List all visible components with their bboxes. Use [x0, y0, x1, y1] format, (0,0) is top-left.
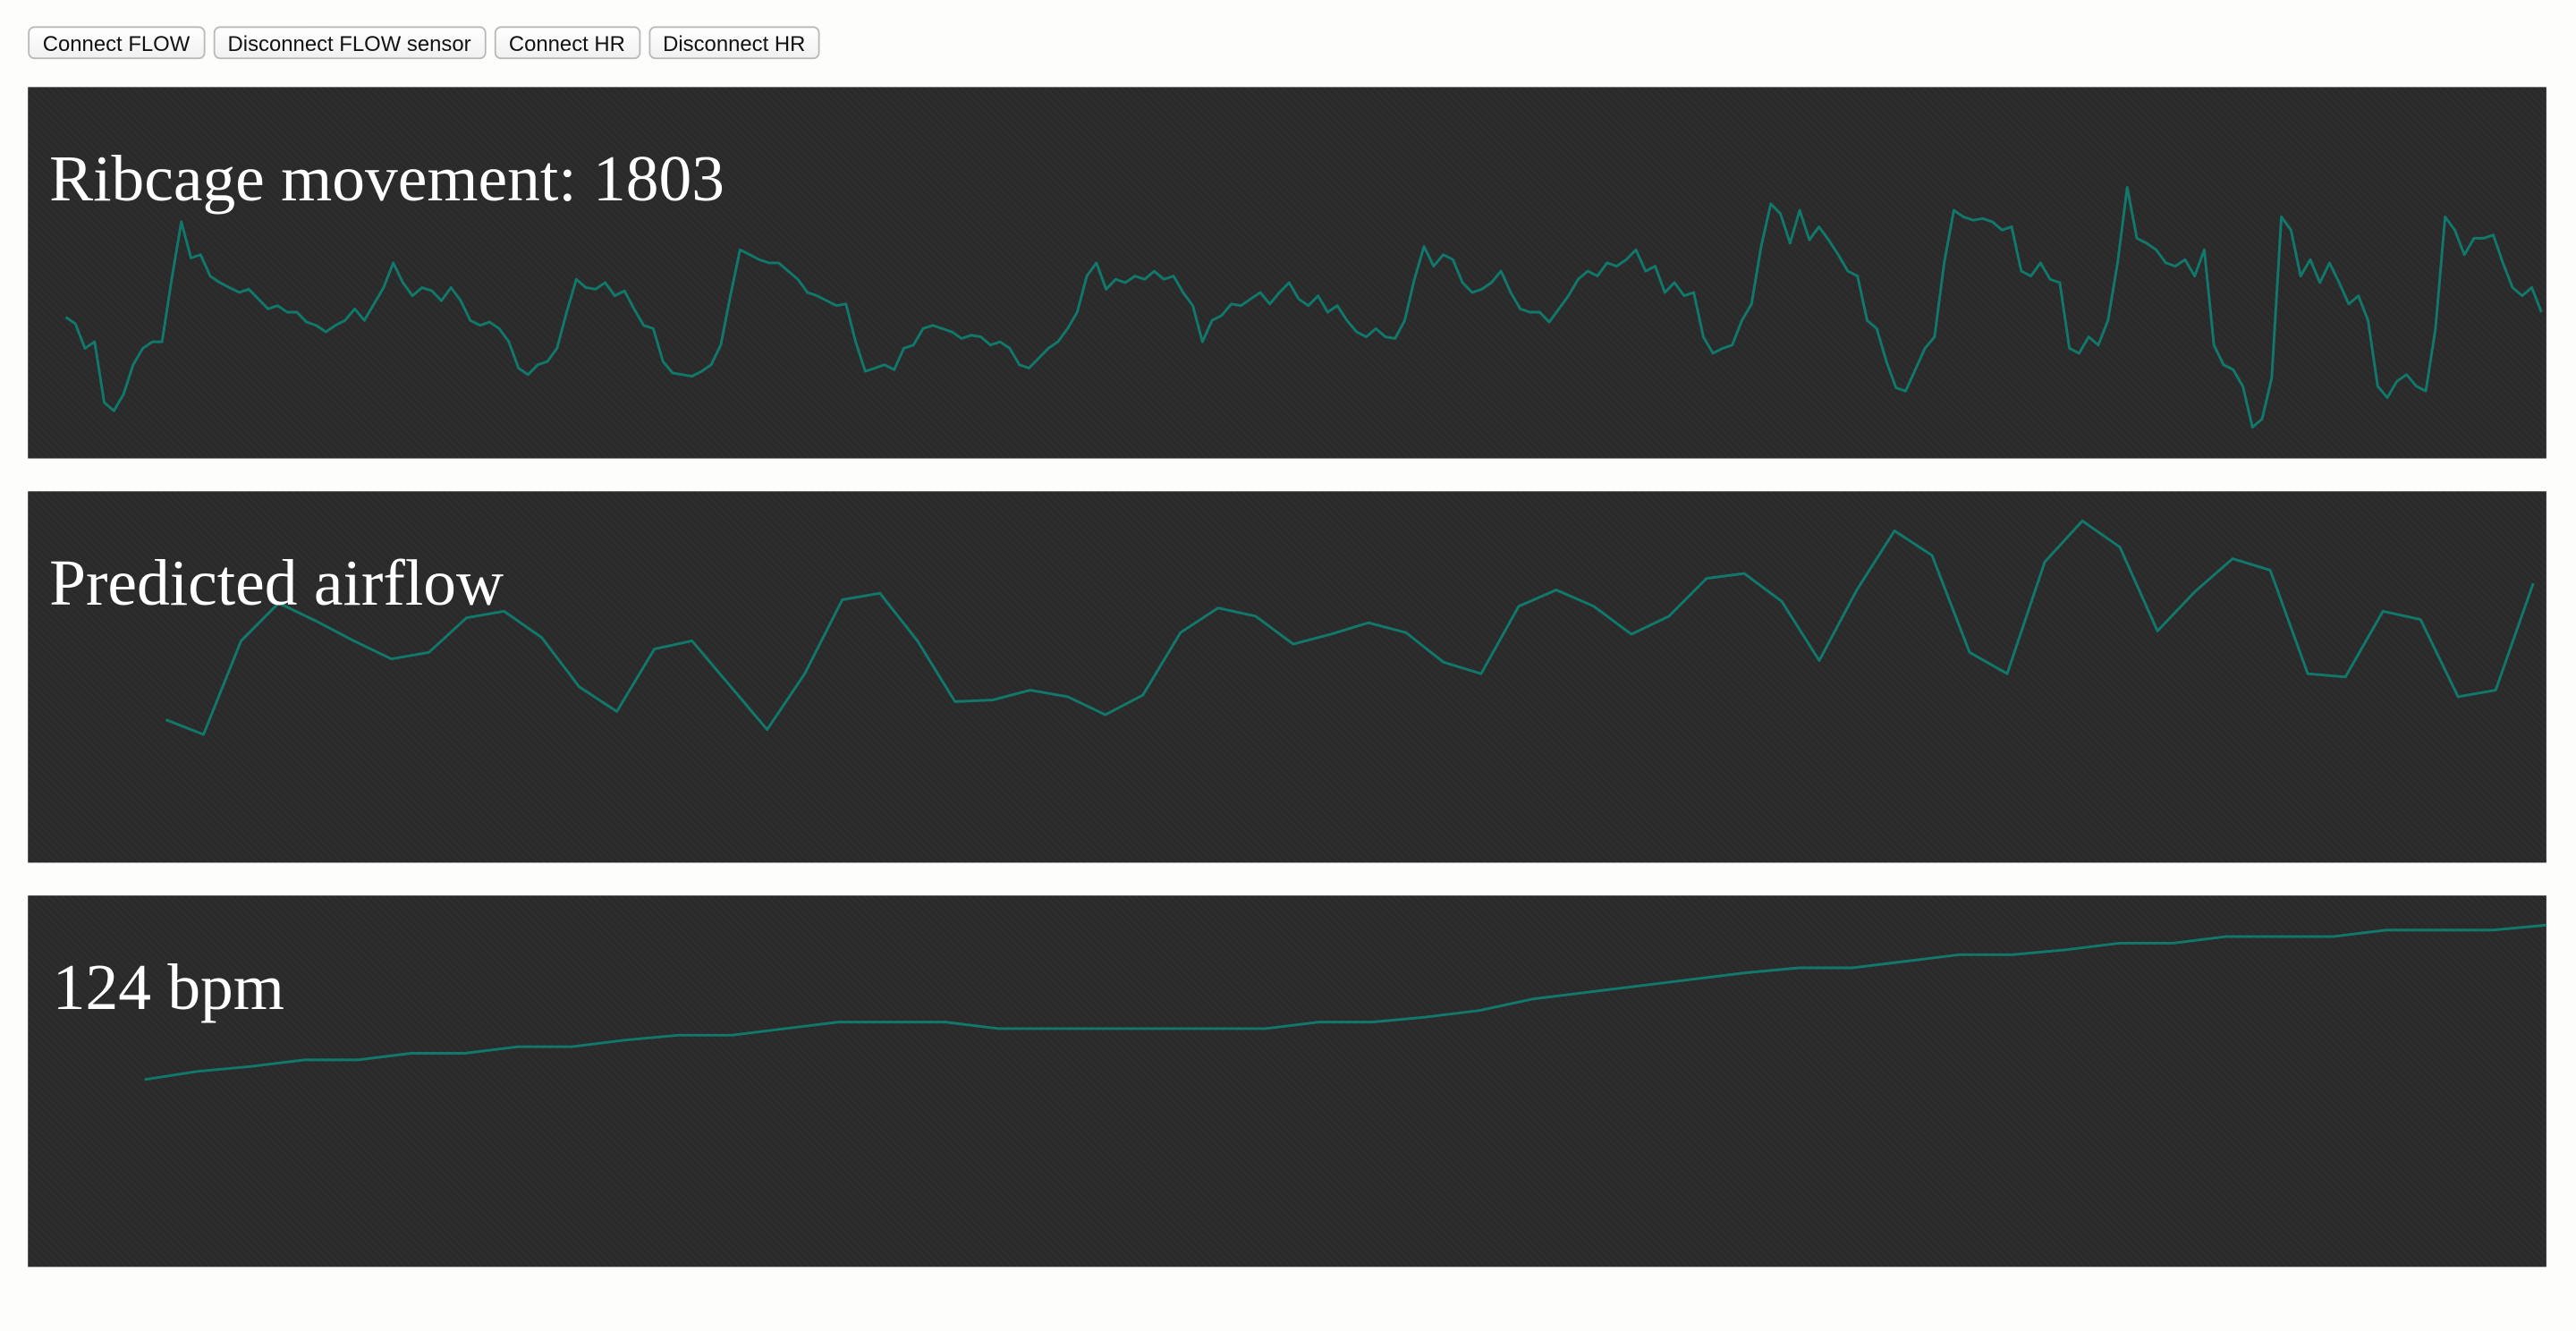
chart: 124 bpm: [53, 923, 2546, 1081]
ribcage-panel: Ribcage movement: 1803: [28, 87, 2546, 459]
signal-line: [165, 519, 2535, 736]
chart-title: 124 bpm: [53, 951, 284, 1023]
disconnect-flow-button[interactable]: Disconnect FLOW sensor: [213, 26, 487, 60]
heart-rate-panel: 124 bpm: [28, 895, 2546, 1267]
connect-flow-button[interactable]: Connect FLOW: [28, 26, 205, 60]
disconnect-hr-button[interactable]: Disconnect HR: [648, 26, 820, 60]
toolbar: Connect FLOW Disconnect FLOW sensor Conn…: [28, 26, 820, 60]
chart: Ribcage movement: 1803: [49, 142, 2543, 429]
connect-hr-button[interactable]: Connect HR: [494, 26, 640, 60]
signal-line: [144, 923, 2546, 1081]
airflow-panel: Predicted airflow: [28, 491, 2546, 863]
signal-line: [64, 185, 2543, 429]
chart-title: Ribcage movement: 1803: [49, 142, 724, 215]
chart-title: Predicted airflow: [49, 547, 504, 619]
chart: Predicted airflow: [49, 519, 2535, 736]
